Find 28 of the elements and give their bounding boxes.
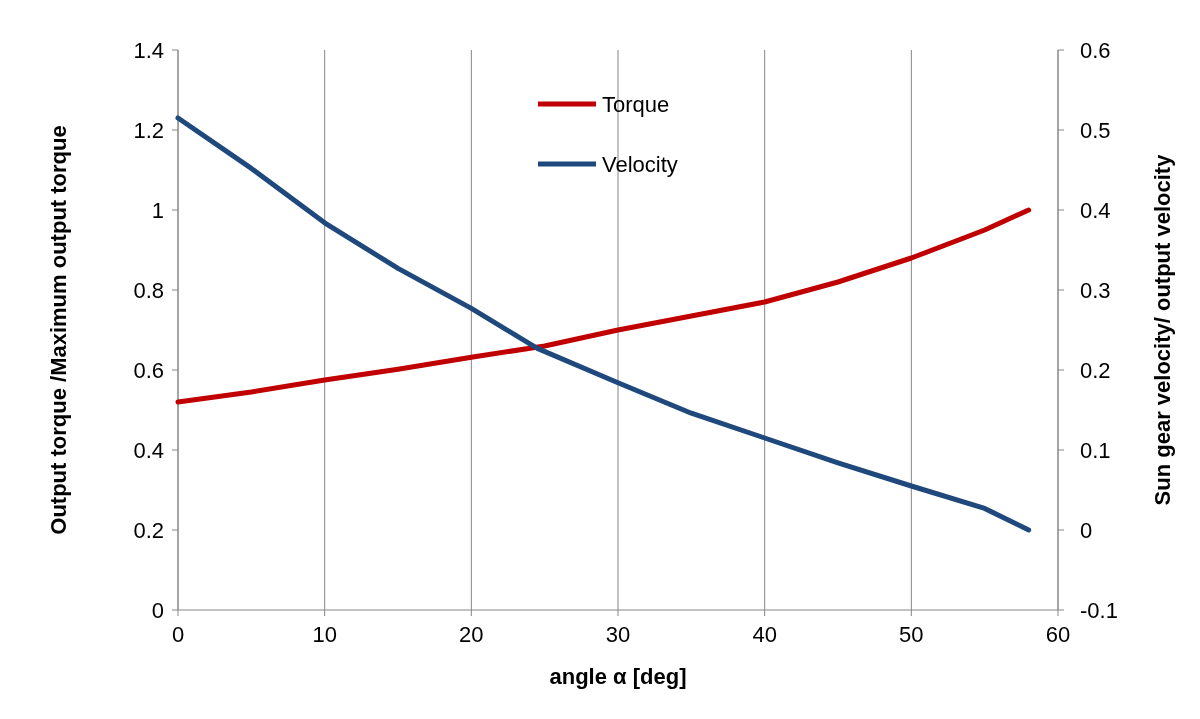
x-tick-label: 20 bbox=[459, 622, 484, 647]
legend-label: Torque bbox=[602, 92, 670, 117]
x-tick-label: 40 bbox=[752, 622, 777, 647]
y2-tick-label: 0.5 bbox=[1080, 118, 1111, 143]
y-tick-label: 0.2 bbox=[133, 518, 164, 543]
y2-tick-label: 0.1 bbox=[1080, 438, 1111, 463]
y-tick-label: 0.4 bbox=[133, 438, 164, 463]
y2-axis-title: Sun gear velocity/ output velocity bbox=[1150, 153, 1175, 506]
y-tick-label: 1 bbox=[151, 198, 164, 223]
y2-tick-label: -0.1 bbox=[1080, 598, 1118, 623]
x-axis-title: angle α [deg] bbox=[549, 664, 687, 689]
y2-tick-label: 0.3 bbox=[1080, 278, 1111, 303]
y-tick-label: 0.6 bbox=[133, 358, 164, 383]
y-tick-label: 1.4 bbox=[133, 38, 164, 63]
legend-label: Velocity bbox=[602, 152, 678, 177]
y-tick-label: 1.2 bbox=[133, 118, 164, 143]
y2-tick-label: 0.2 bbox=[1080, 358, 1111, 383]
x-tick-label: 60 bbox=[1045, 622, 1071, 647]
x-tick-label: 50 bbox=[899, 622, 924, 647]
y-axis-title: Output torque /Maximum output torque bbox=[46, 125, 71, 535]
y-tick-label: 0.8 bbox=[133, 278, 164, 303]
y-tick-label: 0 bbox=[151, 598, 164, 623]
y2-tick-label: 0.4 bbox=[1080, 198, 1111, 223]
x-tick-label: 10 bbox=[312, 622, 337, 647]
y2-tick-label: 0.6 bbox=[1080, 38, 1111, 63]
y2-tick-label: 0 bbox=[1080, 518, 1093, 543]
x-tick-label: 0 bbox=[171, 622, 185, 647]
x-tick-label: 30 bbox=[605, 622, 631, 647]
